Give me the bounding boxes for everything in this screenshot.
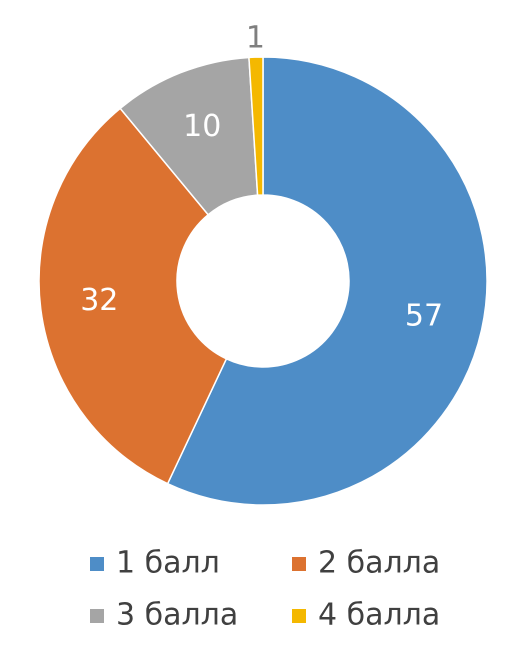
slice <box>38 107 228 485</box>
slice <box>248 56 264 196</box>
data-label: 32 <box>80 283 118 318</box>
legend-label: 3 балла <box>116 598 238 633</box>
legend-swatch <box>292 557 306 571</box>
legend-label: 1 балл <box>116 546 220 581</box>
slice <box>166 56 488 506</box>
legend-label: 2 балла <box>318 546 440 581</box>
legend-label: 4 балла <box>318 598 440 633</box>
data-label: 1 <box>246 21 265 56</box>
slice <box>119 56 259 216</box>
legend-swatch <box>90 557 104 571</box>
data-label: 10 <box>183 109 221 144</box>
legend-swatch <box>90 609 104 623</box>
data-label: 57 <box>405 298 443 333</box>
legend-swatch <box>292 609 306 623</box>
